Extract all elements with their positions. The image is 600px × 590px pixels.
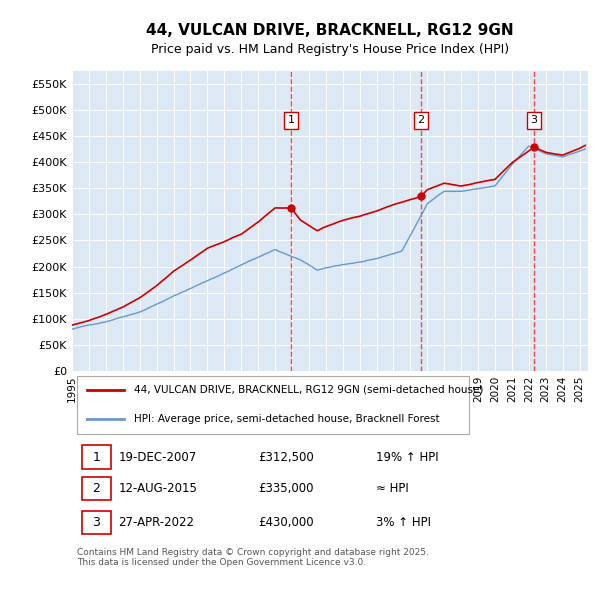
Text: 1: 1	[288, 116, 295, 126]
FancyBboxPatch shape	[82, 477, 110, 500]
FancyBboxPatch shape	[82, 511, 110, 534]
FancyBboxPatch shape	[77, 376, 469, 434]
Text: 3: 3	[92, 516, 100, 529]
Text: 12-AUG-2015: 12-AUG-2015	[118, 482, 197, 495]
FancyBboxPatch shape	[82, 445, 110, 468]
Text: 19% ↑ HPI: 19% ↑ HPI	[376, 451, 439, 464]
Text: 19-DEC-2007: 19-DEC-2007	[118, 451, 197, 464]
Text: £312,500: £312,500	[258, 451, 314, 464]
Text: 44, VULCAN DRIVE, BRACKNELL, RG12 9GN (semi-detached house): 44, VULCAN DRIVE, BRACKNELL, RG12 9GN (s…	[134, 385, 483, 395]
Text: 2: 2	[92, 482, 100, 495]
Text: 27-APR-2022: 27-APR-2022	[118, 516, 194, 529]
Text: ≈ HPI: ≈ HPI	[376, 482, 409, 495]
Text: 2: 2	[418, 116, 424, 126]
Text: 44, VULCAN DRIVE, BRACKNELL, RG12 9GN: 44, VULCAN DRIVE, BRACKNELL, RG12 9GN	[146, 24, 514, 38]
Text: Contains HM Land Registry data © Crown copyright and database right 2025.
This d: Contains HM Land Registry data © Crown c…	[77, 548, 429, 567]
Text: 1: 1	[92, 451, 100, 464]
Text: 3: 3	[530, 116, 537, 126]
Text: 3% ↑ HPI: 3% ↑ HPI	[376, 516, 431, 529]
Text: Price paid vs. HM Land Registry's House Price Index (HPI): Price paid vs. HM Land Registry's House …	[151, 43, 509, 56]
Text: £335,000: £335,000	[258, 482, 313, 495]
Text: £430,000: £430,000	[258, 516, 313, 529]
Text: HPI: Average price, semi-detached house, Bracknell Forest: HPI: Average price, semi-detached house,…	[134, 414, 440, 424]
